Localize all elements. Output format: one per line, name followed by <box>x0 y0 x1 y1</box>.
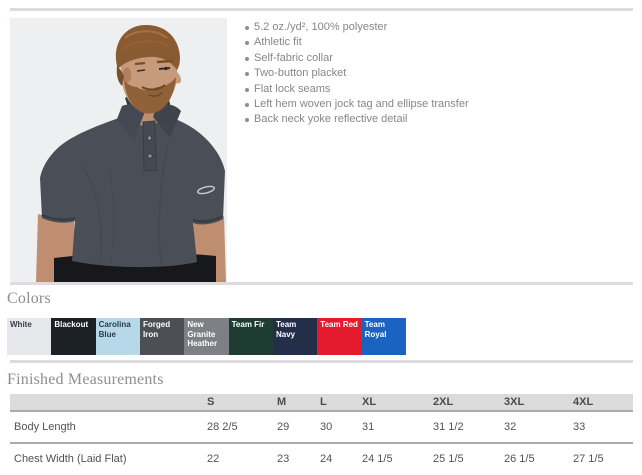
measurement-value: 23 <box>277 442 320 474</box>
feature-item: 5.2 oz./yd², 100% polyester <box>240 20 620 35</box>
measurement-value: 31 <box>362 410 433 443</box>
feature-list: 5.2 oz./yd², 100% polyester Athletic fit… <box>240 20 620 128</box>
measurement-value: 22 <box>207 442 277 474</box>
swatch-label: Team Fir <box>231 320 265 329</box>
measurement-value: 31 1/2 <box>433 410 504 443</box>
swatch-label: White <box>10 320 32 329</box>
feature-item: Athletic fit <box>240 35 620 50</box>
color-swatch-team-royal: Team Royal <box>361 318 406 355</box>
color-swatch-forged-iron: Forged Iron <box>139 318 185 355</box>
top-divider <box>10 8 633 11</box>
swatch-label: Team Royal <box>364 320 387 339</box>
measurement-label: Body Length <box>10 410 207 443</box>
section-divider <box>10 360 633 363</box>
swatch-label: Forged Iron <box>142 320 171 339</box>
model-polo-illustration <box>10 18 227 282</box>
swatch-label: Team Red <box>320 320 358 329</box>
swatch-label: Blackout <box>54 320 89 329</box>
measurement-value: 28 2/5 <box>207 410 277 443</box>
size-column-header: L <box>320 394 362 411</box>
feature-item: Back neck yoke reflective detail <box>240 112 620 127</box>
feature-item: Self-fabric collar <box>240 51 620 66</box>
color-swatch-new-granite-heather: New Granite Heather <box>184 318 229 355</box>
measurements-table: S M L XL 2XL 3XL 4XL Body Length 28 2/5 … <box>10 394 633 474</box>
swatch-label: Carolina Blue <box>98 320 131 339</box>
size-column-header: M <box>277 394 320 411</box>
color-swatch-white: White <box>7 318 52 355</box>
color-swatch-row: White Blackout Carolina Blue Forged Iron… <box>7 318 406 355</box>
size-column-header <box>10 394 207 411</box>
color-swatch-team-red: Team Red <box>317 318 362 355</box>
section-divider <box>10 282 633 285</box>
color-swatch-carolina-blue: Carolina Blue <box>95 318 140 355</box>
colors-heading: Colors <box>7 290 51 307</box>
size-column-header: 2XL <box>433 394 504 411</box>
product-photo <box>10 18 227 282</box>
color-swatch-team-fir: Team Fir <box>228 318 273 355</box>
measurement-value: 30 <box>320 410 362 443</box>
feature-item: Flat lock seams <box>240 82 620 97</box>
size-column-header: 3XL <box>504 394 573 411</box>
feature-item: Two-button placket <box>240 66 620 81</box>
swatch-label: Team Navy <box>275 320 297 339</box>
measurement-value: 26 1/5 <box>504 442 573 474</box>
measurements-heading: Finished Measurements <box>7 371 164 388</box>
table-row: Body Length 28 2/5 29 30 31 31 1/2 32 33 <box>10 410 633 443</box>
sleeve-ellipse-logo-icon <box>197 185 215 195</box>
measurement-value: 27 1/5 <box>573 442 633 474</box>
measurement-value: 33 <box>573 410 633 443</box>
table-header-row: S M L XL 2XL 3XL 4XL <box>10 394 633 411</box>
swatch-label: New Granite Heather <box>187 320 218 348</box>
color-swatch-blackout: Blackout <box>51 318 96 355</box>
measurement-label: Chest Width (Laid Flat) <box>10 442 207 474</box>
color-swatch-team-navy: Team Navy <box>272 318 318 355</box>
size-column-header: XL <box>362 394 433 411</box>
feature-item: Left hem woven jock tag and ellipse tran… <box>240 97 620 112</box>
size-column-header: S <box>207 394 277 411</box>
table-row: Chest Width (Laid Flat) 22 23 24 24 1/5 … <box>10 442 633 474</box>
measurement-value: 32 <box>504 410 573 443</box>
size-column-header: 4XL <box>573 394 633 411</box>
measurement-value: 24 <box>320 442 362 474</box>
measurement-value: 25 1/5 <box>433 442 504 474</box>
measurement-value: 24 1/5 <box>362 442 433 474</box>
measurement-value: 29 <box>277 410 320 443</box>
